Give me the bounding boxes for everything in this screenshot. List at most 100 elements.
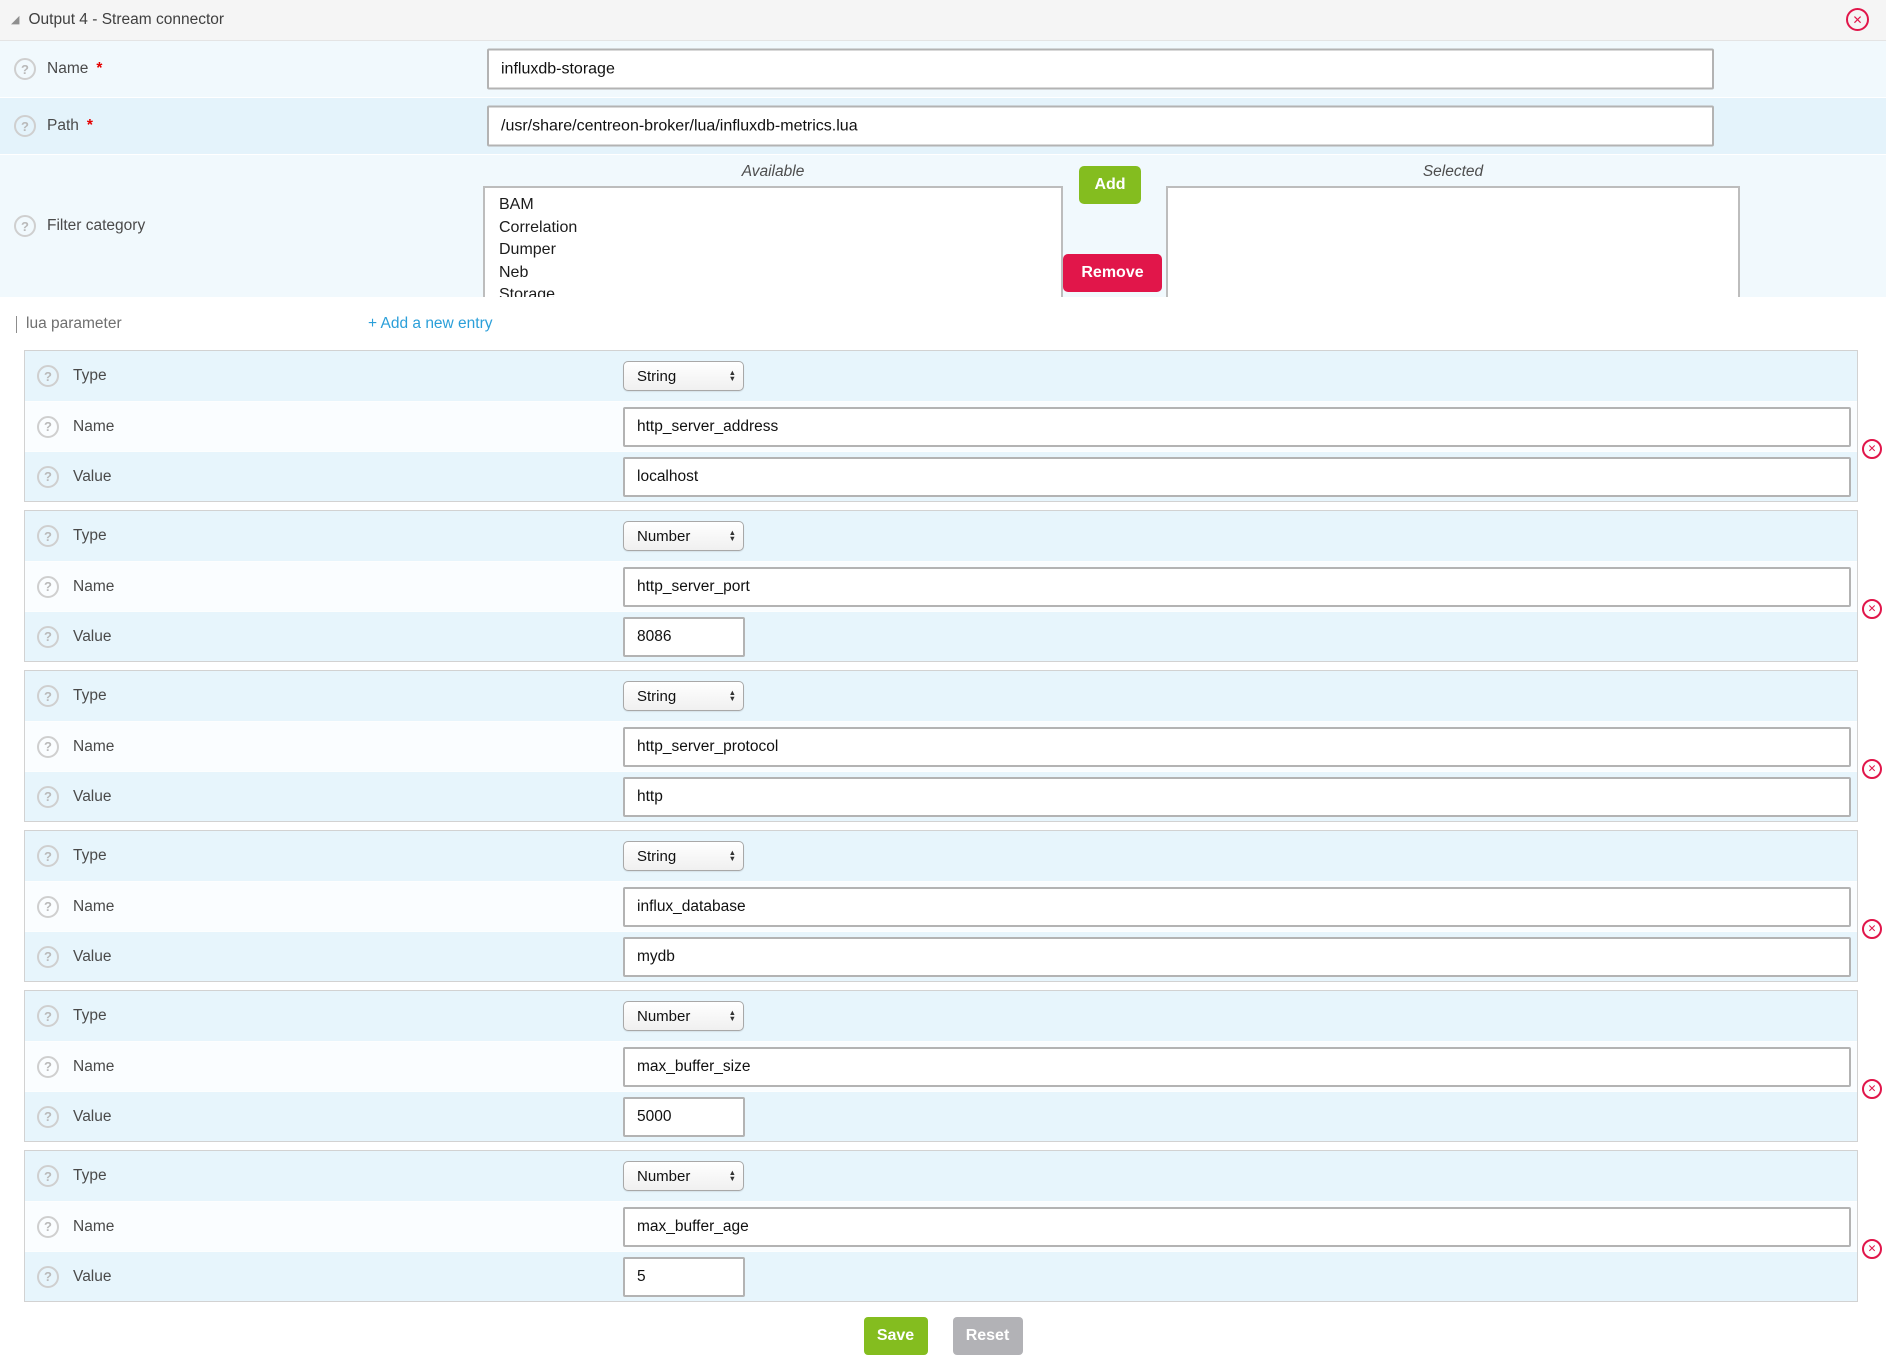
help-icon[interactable]: ?	[37, 845, 59, 867]
help-icon[interactable]: ?	[37, 525, 59, 547]
available-option[interactable]: Dumper	[499, 241, 556, 258]
param-name-row: ? Name	[25, 721, 1857, 771]
type-row: ? Type String ▲ ▼	[25, 831, 1857, 881]
panel-title: Output 4 - Stream connector	[28, 11, 225, 28]
filter-category-label: Filter category	[47, 217, 146, 234]
save-button[interactable]: Save	[863, 1317, 928, 1355]
help-icon[interactable]: ?	[37, 895, 59, 918]
help-icon[interactable]: ?	[37, 625, 59, 648]
param-name-input[interactable]	[623, 566, 1851, 607]
stepper-up-glyph: ▲	[728, 1007, 736, 1017]
help-icon[interactable]: ?	[14, 58, 36, 80]
help-glyph: ?	[44, 1269, 52, 1284]
help-icon[interactable]: ?	[37, 1105, 59, 1128]
name-input[interactable]	[487, 48, 1714, 90]
help-icon[interactable]: ?	[37, 1165, 59, 1187]
delete-entry-icon[interactable]: ✕	[1862, 599, 1882, 619]
type-select[interactable]: String ▲ ▼	[623, 841, 744, 871]
type-select[interactable]: Number ▲ ▼	[623, 1001, 744, 1031]
close-x-glyph: ✕	[1867, 763, 1877, 775]
select-stepper-icon: ▲ ▼	[728, 847, 736, 863]
help-icon[interactable]: ?	[37, 1055, 59, 1078]
available-listbox[interactable]: BAM Correlation Dumper Neb Storage	[483, 186, 1063, 298]
help-glyph: ?	[44, 1168, 52, 1184]
type-select[interactable]: String ▲ ▼	[623, 361, 744, 391]
param-name-input[interactable]	[623, 1206, 1851, 1247]
remove-button[interactable]: Remove	[1063, 254, 1162, 292]
param-name-row: ? Name	[25, 881, 1857, 931]
stepper-up-glyph: ▲	[728, 847, 736, 857]
type-row: ? Type Number ▲ ▼	[25, 1151, 1857, 1201]
available-option[interactable]: Neb	[499, 263, 529, 281]
param-name-input[interactable]	[623, 406, 1851, 447]
param-value-input[interactable]	[623, 456, 1851, 497]
close-x-glyph: ✕	[1867, 1243, 1877, 1255]
add-new-entry-link[interactable]: + Add a new entry	[368, 315, 493, 332]
help-icon[interactable]: ?	[14, 115, 36, 137]
param-value-input[interactable]	[623, 1096, 745, 1137]
param-name-row: ? Name	[25, 401, 1857, 451]
param-value-input[interactable]	[623, 1256, 745, 1297]
lua-parameter-group: ? Type String ▲▼ ? Name ? Value ✕	[24, 670, 1882, 822]
type-label: Type	[73, 527, 107, 544]
param-value-input[interactable]	[623, 936, 1851, 977]
required-marker: *	[96, 60, 103, 77]
add-button[interactable]: Add	[1079, 166, 1141, 204]
param-name-input[interactable]	[623, 1046, 1851, 1087]
type-select[interactable]: Number ▲ ▼	[623, 1161, 744, 1191]
help-icon[interactable]: ?	[37, 1265, 59, 1288]
help-icon[interactable]: ?	[37, 575, 59, 598]
param-name-row: ? Name	[25, 1201, 1857, 1251]
lua-parameter-group: ? Type Number ▲▼ ? Name ? Value ✕	[24, 1150, 1882, 1302]
help-icon[interactable]: ?	[37, 1215, 59, 1238]
param-name-label: Name	[73, 417, 115, 435]
help-icon[interactable]: ?	[37, 735, 59, 758]
delete-entry-icon[interactable]: ✕	[1862, 439, 1882, 459]
type-select[interactable]: Number ▲ ▼	[623, 521, 744, 551]
param-value-input[interactable]	[623, 616, 745, 657]
available-option[interactable]: Correlation	[499, 218, 578, 236]
help-glyph: ?	[44, 949, 52, 964]
param-name-label: Name	[73, 1217, 115, 1235]
panel-header[interactable]: ◢ Output 4 - Stream connector ✕	[0, 0, 1886, 41]
delete-entry-icon[interactable]: ✕	[1862, 919, 1882, 939]
reset-button[interactable]: Reset	[952, 1317, 1023, 1355]
delete-entry-icon[interactable]: ✕	[1862, 1079, 1882, 1099]
path-input[interactable]	[487, 105, 1714, 147]
param-value-row: ? Value	[25, 611, 1857, 661]
available-option[interactable]: Storage	[499, 286, 556, 298]
help-icon[interactable]: ?	[37, 465, 59, 488]
help-glyph: ?	[21, 218, 29, 234]
close-x-glyph: ✕	[1867, 1083, 1877, 1095]
param-name-label: Name	[73, 897, 115, 915]
help-icon[interactable]: ?	[37, 945, 59, 968]
type-label: Type	[73, 367, 107, 384]
param-name-input[interactable]	[623, 886, 1851, 927]
lua-parameter-group: ? Type String ▲▼ ? Name ? Value ✕	[24, 830, 1882, 982]
close-x-glyph: ✕	[1867, 603, 1877, 615]
collapse-triangle-icon[interactable]: ◢	[11, 13, 20, 26]
name-field-row: ? Name *	[0, 41, 1886, 98]
help-icon[interactable]: ?	[37, 785, 59, 808]
help-icon[interactable]: ?	[37, 1005, 59, 1027]
type-select-value: String	[637, 687, 677, 705]
panel-close-icon[interactable]: ✕	[1846, 8, 1869, 31]
help-icon[interactable]: ?	[37, 365, 59, 387]
selected-listbox[interactable]	[1166, 186, 1740, 297]
param-name-label: Name	[73, 577, 115, 595]
param-name-input[interactable]	[623, 726, 1851, 767]
selected-column-header: Selected	[1422, 163, 1484, 180]
help-glyph: ?	[21, 61, 29, 77]
help-glyph: ?	[44, 789, 52, 804]
name-label-text: Name	[47, 60, 89, 77]
select-stepper-icon: ▲ ▼	[729, 689, 736, 703]
help-icon[interactable]: ?	[14, 215, 36, 237]
type-select[interactable]: String ▲ ▼	[623, 681, 744, 711]
param-value-input[interactable]	[623, 776, 1851, 817]
delete-entry-icon[interactable]: ✕	[1862, 759, 1882, 779]
help-icon[interactable]: ?	[37, 685, 59, 707]
available-option[interactable]: BAM	[499, 196, 534, 213]
help-icon[interactable]: ?	[37, 415, 59, 438]
param-value-label: Value	[73, 1107, 112, 1125]
delete-entry-icon[interactable]: ✕	[1862, 1239, 1882, 1259]
